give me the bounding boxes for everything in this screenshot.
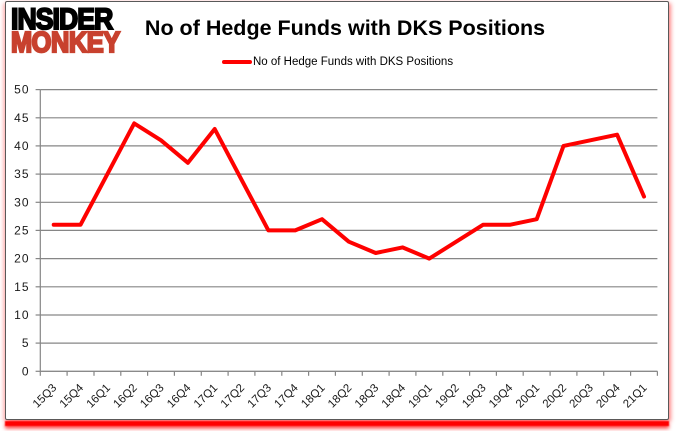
svg-text:21Q1: 21Q1 [621,382,649,410]
svg-text:40: 40 [14,139,29,153]
svg-text:18Q1: 18Q1 [299,382,327,410]
svg-text:20Q4: 20Q4 [594,382,623,411]
svg-text:17Q3: 17Q3 [246,382,274,410]
svg-text:18Q2: 18Q2 [326,382,354,410]
svg-text:5: 5 [22,336,30,350]
svg-text:18Q4: 18Q4 [380,382,409,411]
svg-text:20Q1: 20Q1 [514,382,542,410]
svg-text:15Q3: 15Q3 [31,382,59,410]
svg-text:16Q1: 16Q1 [85,382,113,410]
svg-text:17Q1: 17Q1 [192,382,220,410]
svg-text:15Q4: 15Q4 [58,382,87,411]
svg-text:30: 30 [14,195,29,209]
svg-text:45: 45 [14,111,29,125]
svg-text:10: 10 [14,308,29,322]
svg-text:16Q4: 16Q4 [165,382,194,411]
svg-text:19Q3: 19Q3 [460,382,488,410]
svg-text:17Q4: 17Q4 [272,382,301,411]
svg-text:19Q4: 19Q4 [487,382,516,411]
svg-text:20Q2: 20Q2 [541,382,569,410]
svg-text:19Q1: 19Q1 [407,382,435,410]
svg-text:15: 15 [14,280,29,294]
svg-text:20: 20 [14,252,29,266]
svg-text:16Q3: 16Q3 [138,382,166,410]
svg-text:35: 35 [14,167,29,181]
svg-text:18Q3: 18Q3 [353,382,381,410]
svg-text:17Q2: 17Q2 [219,382,247,410]
svg-text:19Q2: 19Q2 [433,382,461,410]
svg-text:25: 25 [14,223,29,237]
svg-text:20Q3: 20Q3 [568,382,596,410]
svg-text:0: 0 [22,364,30,378]
svg-text:50: 50 [14,83,29,97]
svg-text:16Q2: 16Q2 [111,382,139,410]
